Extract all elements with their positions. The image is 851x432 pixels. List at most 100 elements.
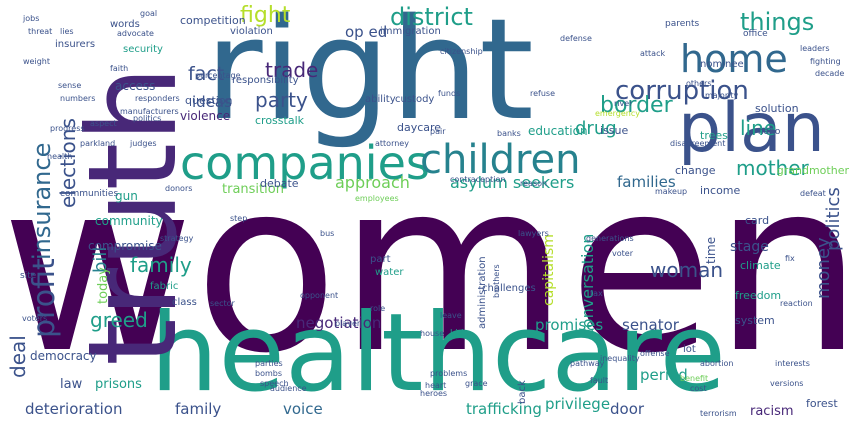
cloud-word: defeat: [800, 189, 826, 198]
cloud-word: threat: [28, 27, 53, 36]
cloud-word: player: [335, 319, 361, 328]
cloud-word: donors: [165, 184, 193, 193]
cloud-word: jobs: [23, 14, 40, 23]
cloud-word: percentage: [195, 71, 241, 80]
cloud-word: time: [704, 236, 718, 264]
cloud-word: responsibility: [232, 75, 299, 86]
cloud-word: ideas: [192, 93, 232, 111]
cloud-word: custody: [395, 94, 435, 105]
cloud-word: trafficking: [466, 400, 542, 418]
cloud-word: offense: [640, 349, 670, 358]
cloud-word: forest: [806, 397, 838, 410]
cloud-word: right: [205, 0, 534, 152]
cloud-word: inequality: [600, 354, 640, 363]
cloud-word: healthcare: [150, 291, 726, 416]
cloud-word: companies: [180, 136, 430, 190]
cloud-word: heroes: [420, 389, 448, 398]
cloud-word: gun: [115, 189, 138, 203]
cloud-word: makeup: [655, 187, 688, 196]
cloud-word: terrorism: [700, 409, 737, 418]
cloud-word: leaders: [800, 44, 830, 53]
cloud-word: attack: [640, 49, 666, 58]
cloud-word: generations: [586, 234, 634, 243]
cloud-word: transition: [222, 182, 284, 197]
cloud-word: racism: [750, 404, 794, 419]
cloud-word: door: [610, 400, 645, 418]
cloud-word: weight: [23, 57, 50, 66]
cloud-word: reason: [520, 179, 548, 188]
cloud-word: women: [1, 130, 851, 405]
cloud-word: home: [680, 37, 788, 81]
cloud-word: parkland: [80, 139, 116, 148]
cloud-word: progress: [50, 124, 85, 133]
cloud-word: site: [20, 271, 37, 281]
cloud-word: negotiation: [296, 314, 382, 332]
cloud-word: compromise: [88, 239, 162, 253]
cloud-word: employees: [355, 194, 399, 203]
cloud-word: community: [95, 214, 163, 228]
cloud-word: fighting: [810, 57, 841, 66]
cloud-word: daycare: [397, 121, 442, 134]
cloud-word: politics: [133, 114, 162, 123]
cloud-word: security: [123, 44, 163, 55]
cloud-word: ability: [365, 94, 396, 105]
cloud-word: competition: [180, 14, 246, 27]
cloud-word: things: [740, 8, 815, 36]
cloud-word: kids: [450, 329, 469, 339]
cloud-word: speech: [260, 379, 289, 388]
cloud-word: fight: [240, 3, 291, 28]
cloud-word: greed: [90, 308, 148, 332]
cloud-word: deterioration: [25, 400, 123, 418]
cloud-word: solution: [755, 102, 799, 115]
cloud-word: bombs: [255, 369, 283, 378]
cloud-word: responders: [135, 94, 180, 103]
cloud-word: promises: [535, 316, 604, 334]
cloud-word: capitalism: [541, 234, 557, 306]
cloud-word: bus: [320, 229, 335, 238]
cloud-word: party: [255, 88, 308, 112]
cloud-word: question: [185, 94, 233, 107]
cloud-word: trees: [700, 129, 728, 142]
cloud-word: leave: [440, 311, 462, 320]
cloud-word: corruption: [615, 76, 749, 106]
cloud-word: brothers: [492, 264, 501, 299]
cloud-word: privilege: [545, 395, 611, 413]
cloud-word: opponent: [300, 291, 339, 300]
cloud-word: prisons: [95, 377, 142, 392]
cloud-word: freedom: [735, 289, 782, 302]
cloud-word: fault: [590, 376, 609, 385]
cloud-word: interests: [775, 359, 810, 368]
cloud-word: family: [175, 400, 222, 418]
cloud-word: role: [370, 304, 386, 313]
cloud-word: parties: [255, 359, 283, 368]
cloud-word: change: [675, 164, 716, 177]
cloud-word: sense: [58, 81, 82, 90]
cloud-word: fabric: [150, 281, 179, 292]
cloud-word: immigration: [380, 26, 441, 37]
cloud-word: reaction: [780, 299, 813, 308]
cloud-word: back: [517, 380, 528, 404]
cloud-word: iot: [683, 344, 696, 355]
cloud-word: tax: [590, 289, 603, 298]
cloud-word: politics: [823, 187, 844, 252]
cloud-word: fix: [785, 254, 795, 263]
cloud-word: disagreement: [670, 139, 726, 148]
cloud-word: family: [130, 253, 192, 277]
cloud-word: nominee: [700, 59, 744, 70]
cloud-word: plan: [678, 89, 825, 168]
cloud-word: issue: [600, 124, 629, 137]
cloud-word: refuse: [530, 89, 556, 98]
cloud-word: heart: [425, 381, 447, 390]
cloud-word: woman: [650, 258, 724, 282]
cloud-word: advocate: [117, 29, 154, 38]
cloud-word: voter: [612, 249, 633, 258]
cloud-word: cost: [690, 384, 707, 393]
cloud-word: approach: [335, 173, 410, 192]
cloud-word: administration: [477, 256, 488, 329]
cloud-word: numbers: [60, 94, 96, 103]
cloud-word: part: [370, 254, 391, 265]
cloud-word: banks: [497, 129, 521, 138]
cloud-word: aspect: [90, 119, 117, 128]
cloud-word: goal: [140, 9, 158, 18]
